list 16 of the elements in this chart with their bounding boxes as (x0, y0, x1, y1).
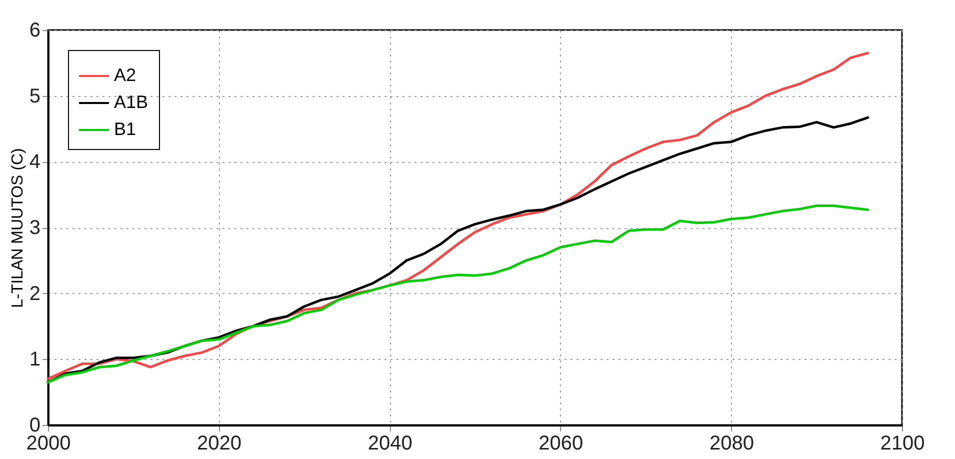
line-series (46, 204, 870, 384)
y-axis-title: L-TILAN MUUTOS (C) (9, 148, 26, 308)
x-tick-label: 2060 (538, 432, 584, 454)
legend-label: B1 (114, 119, 136, 139)
x-tick-label: 2100 (880, 432, 925, 454)
x-tick-label: 2020 (197, 432, 242, 454)
y-tick-label: 6 (29, 20, 40, 42)
y-tick-label: 3 (29, 217, 40, 239)
y-tick-label: 2 (29, 282, 40, 305)
y-tick-label: 1 (29, 348, 40, 371)
x-tick-label: 2040 (368, 432, 412, 454)
y-tick-label: 4 (29, 151, 40, 174)
y-tick-label: 5 (29, 85, 40, 108)
legend-label: A1B (114, 92, 148, 112)
legend-label: A2 (114, 65, 136, 85)
x-tick-label: 2080 (709, 432, 754, 454)
